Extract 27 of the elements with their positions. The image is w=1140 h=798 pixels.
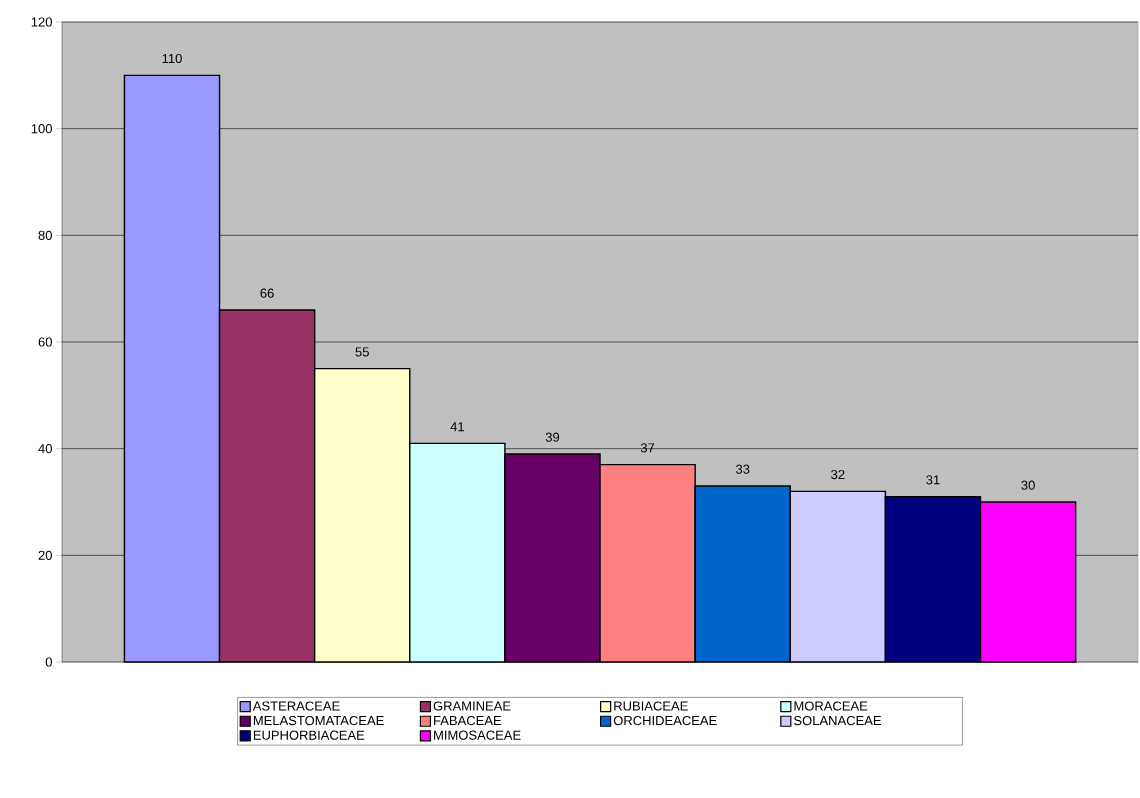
y-tick-label: 120 [31,17,52,27]
legend-label: MORACEAE [794,701,868,711]
legend-label: EUPHORBIACEAE [253,730,365,740]
y-tick-label: 80 [38,230,52,240]
data-label: 66 [260,288,274,298]
data-label: 55 [355,347,369,357]
data-label: 41 [450,422,464,432]
legend-label: MIMOSACEAE [434,730,521,740]
y-tick-label: 20 [38,550,52,560]
y-tick-label: 0 [45,657,52,667]
y-tick-label: 40 [38,444,52,454]
data-label: 39 [545,432,560,442]
data-label: 33 [735,464,750,474]
data-label: 32 [831,469,845,480]
y-tick-label: 100 [31,124,52,134]
legend-label: SOLANACEAE [794,715,882,726]
data-label: 30 [1021,480,1035,490]
legend-label: GRAMINEAE [433,701,511,711]
data-label: 37 [640,443,655,453]
legend-label: MELASTOMATACEAE [253,715,384,726]
legend-label: RUBIACEAE [614,701,688,711]
legend-label: FABACEAE [434,715,502,726]
data-label: 31 [926,475,940,485]
legend-label: ORCHIDEACEAE [613,715,717,726]
y-tick-label: 60 [38,337,52,347]
data-label: 110 [162,53,182,64]
legend-label: ASTERACEAE [252,701,340,711]
